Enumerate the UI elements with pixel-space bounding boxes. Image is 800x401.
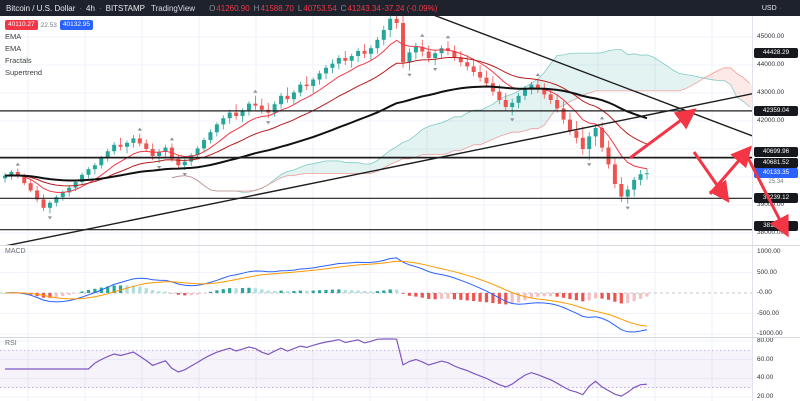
change-value: -37.24 (-0.09%) xyxy=(381,3,438,13)
user-drawings[interactable] xyxy=(0,16,752,245)
axis-macd-label: 500.00 xyxy=(757,268,777,276)
axis-price-label: 42000.00 xyxy=(757,117,785,124)
ema-mid-line xyxy=(4,57,648,187)
bid-price-badge: 40110.27 xyxy=(5,20,38,30)
axis-macd-label: 1000.00 xyxy=(757,248,781,255)
candlestick-series xyxy=(3,16,649,214)
rsi-line xyxy=(5,338,648,397)
ohlc-low-key: L xyxy=(297,3,303,13)
exchange-label: BITSTAMP xyxy=(105,3,146,13)
price-grid xyxy=(0,16,752,245)
ohlc-readout: O 41260.90 H 41588.70 L 40753.54 C 41243.34 … xyxy=(205,4,437,13)
price-badges-row: 40110.27 22.53 40132.95 xyxy=(5,20,94,30)
senkou-b-line xyxy=(171,67,750,192)
ohlc-open-value: 41260.90 xyxy=(216,3,250,13)
axis-rsi-label: 40.00 xyxy=(757,374,774,382)
legend-item-supertrend[interactable]: Supertrend xyxy=(5,68,43,77)
axis-price-badge: 40681.52 xyxy=(754,157,798,168)
separator-dot: · xyxy=(779,4,782,12)
fractal-markers xyxy=(15,33,630,220)
main-price-chart-canvas[interactable] xyxy=(0,16,752,245)
axis-rsi-label: 60.00 xyxy=(757,355,774,363)
spread-value: 22.53 xyxy=(40,21,57,29)
ohlc-close-key: C xyxy=(340,3,347,13)
indicator-legend: 40110.27 22.53 40132.95 EMA EMA Fractals… xyxy=(5,20,94,78)
price-axis[interactable]: 45000.00 44000.00 43000.00 42000.00 39000.00… xyxy=(752,16,800,401)
axis-price-badge: 42359.04 xyxy=(754,105,798,116)
tradingview-brand[interactable]: TradingView xyxy=(151,3,196,13)
rsi-panel-canvas[interactable] xyxy=(0,338,752,401)
macd-line xyxy=(4,257,648,333)
axis-price-badge: 39239.12 xyxy=(754,193,798,204)
panel-separator[interactable] xyxy=(0,245,800,246)
axis-rsi-label: 20.00 xyxy=(757,393,774,400)
macd-panel-canvas[interactable] xyxy=(0,246,752,337)
rsi-band-fill xyxy=(0,350,752,388)
panel-separator[interactable] xyxy=(0,337,800,338)
separator-dot: · xyxy=(79,3,83,13)
legend-item-ema-2[interactable]: EMA xyxy=(5,44,22,53)
macd-histogram xyxy=(3,285,649,305)
ohlc-close-value: 41243.34 xyxy=(347,3,381,13)
axis-price-badge: 44428.29 xyxy=(754,48,798,58)
moving-averages xyxy=(4,39,648,193)
currency-label: USD xyxy=(761,4,777,12)
axis-macd-label: -1000.00 xyxy=(757,330,783,337)
axis-price-label: 43000.00 xyxy=(757,89,785,96)
axis-price-badge: 40699.96 xyxy=(754,147,798,158)
chart-toolbar: Bitcoin / U.S. Dollar · 4h · BITSTAMP Tr… xyxy=(0,0,800,16)
axis-rsi-label: 80.00 xyxy=(757,337,774,344)
ohlc-high-key: H xyxy=(253,3,260,13)
rsi-panel-label[interactable]: RSI xyxy=(5,340,17,347)
axis-macd-label: -500.00 xyxy=(757,309,780,317)
legend-item-fractals[interactable]: Fractals xyxy=(5,56,32,65)
ohlc-open-key: O xyxy=(209,3,216,13)
ohlc-low-value: 40753.54 xyxy=(303,3,337,13)
ema-slow-line xyxy=(4,85,648,182)
trend-line xyxy=(434,16,752,137)
ohlc-high-value: 41588.70 xyxy=(260,3,294,13)
currency-toggle[interactable]: USD · xyxy=(762,5,794,12)
interval-button[interactable]: 4h xyxy=(86,3,95,13)
axis-price-badge: 25.34 xyxy=(768,179,784,186)
ask-price-badge: 40132.95 xyxy=(59,20,94,30)
axis-price-label: 45000.00 xyxy=(757,33,785,40)
axis-macd-label: -0.00 xyxy=(757,289,772,296)
macd-signal-line xyxy=(4,260,648,327)
macd-panel-label[interactable]: MACD xyxy=(5,248,26,255)
axis-price-label: 44000.00 xyxy=(757,61,785,68)
separator-dot: · xyxy=(98,3,102,13)
axis-price-badge: 38118.37 xyxy=(754,220,798,231)
ichimoku-cloud xyxy=(171,49,752,193)
rsi-grid xyxy=(0,338,752,401)
symbol-title[interactable]: Bitcoin / U.S. Dollar xyxy=(6,3,76,13)
legend-item-ema-1[interactable]: EMA xyxy=(5,32,22,41)
